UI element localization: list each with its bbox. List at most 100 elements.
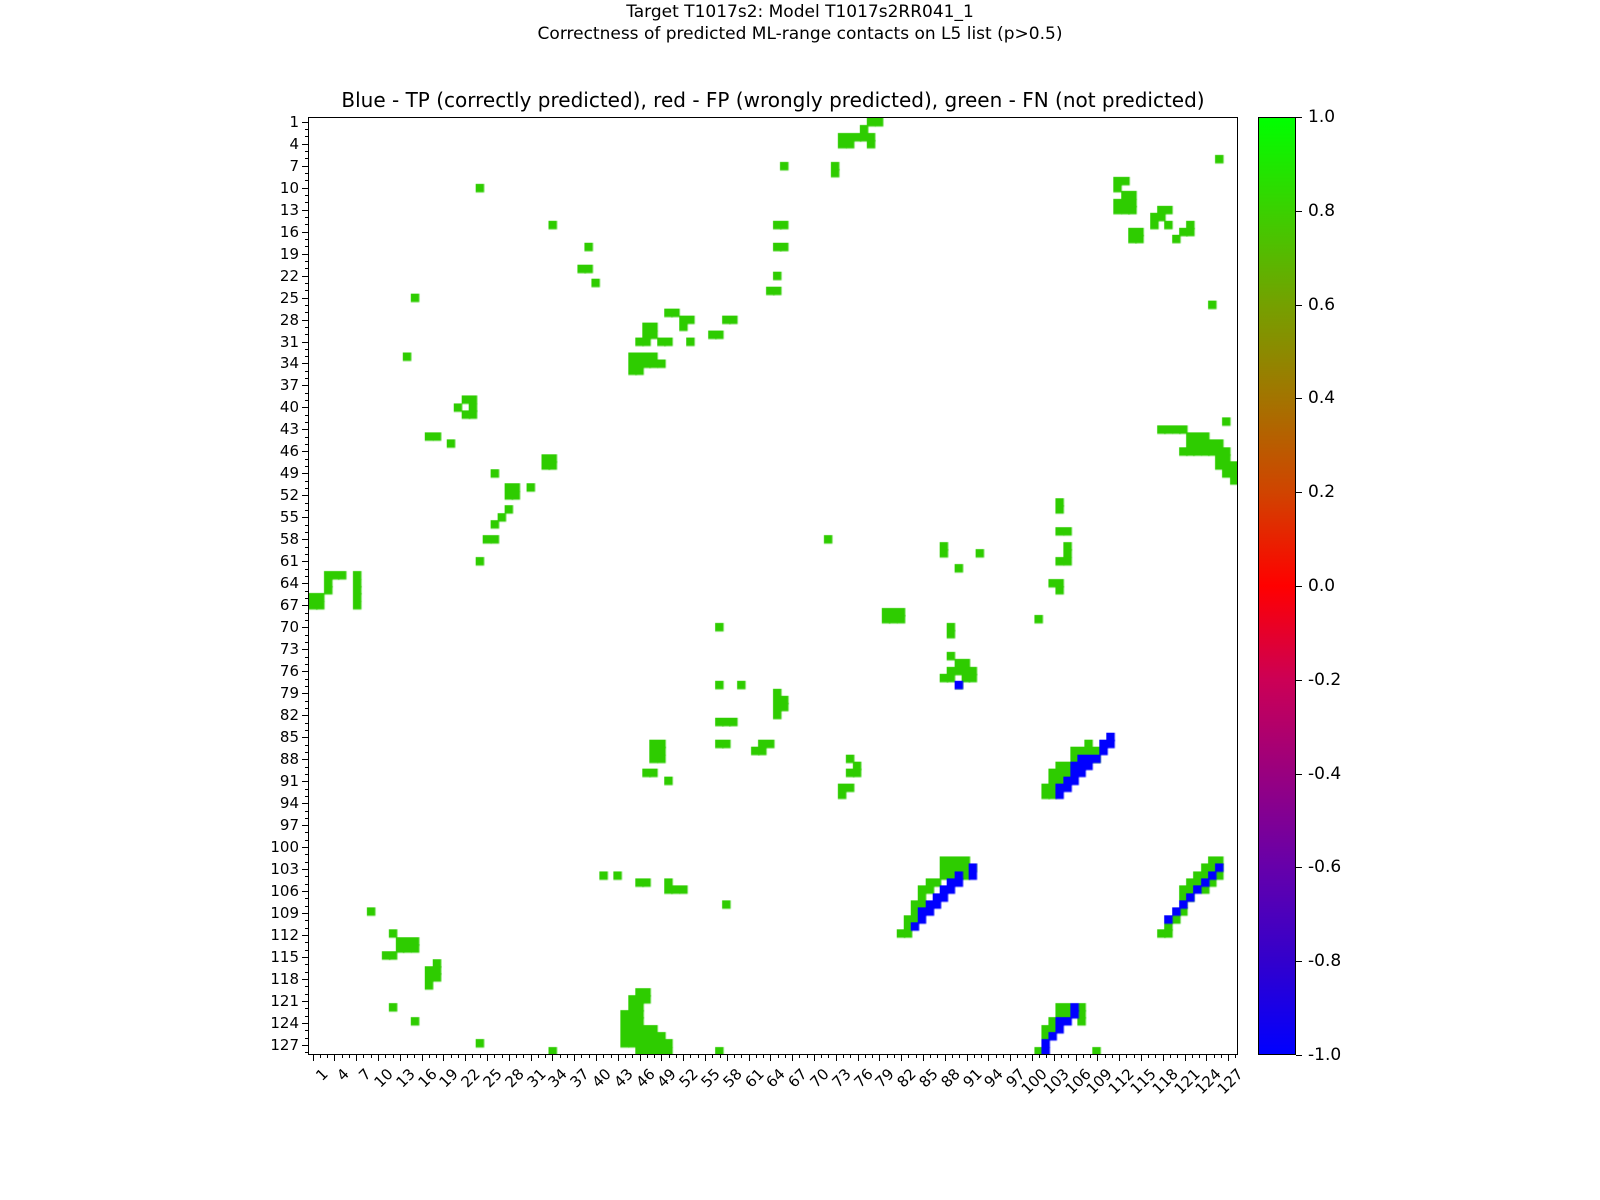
- y-tick: [302, 913, 309, 915]
- y-tick: [305, 422, 309, 424]
- x-tick: [1220, 1054, 1222, 1058]
- y-tick: [305, 861, 309, 863]
- y-tick: [302, 209, 309, 211]
- y-tick: [305, 334, 309, 336]
- x-tick: [487, 1054, 488, 1061]
- x-tick: [1177, 1054, 1179, 1058]
- y-tick: [302, 759, 309, 761]
- y-tick: [302, 583, 309, 585]
- colorbar-tick-label: 0.2: [1308, 482, 1336, 503]
- y-tick: [305, 480, 309, 482]
- x-tick: [581, 1054, 583, 1058]
- x-tick: [1228, 1054, 1230, 1061]
- suptitle-line-2: Correctness of predicted ML-range contac…: [537, 24, 1063, 44]
- y-tick-label: 115: [270, 948, 299, 967]
- y-tick: [305, 576, 309, 577]
- y-tick: [305, 744, 309, 746]
- y-tick: [302, 363, 309, 365]
- y-tick: [302, 473, 309, 475]
- x-tick: [952, 1054, 953, 1058]
- x-tick: [835, 1054, 837, 1061]
- y-tick: [305, 414, 309, 416]
- x-tick: [537, 1054, 539, 1058]
- colorbar[interactable]: 1.0 0.8 0.6 0.4 0.2 0.0 -0.2 -0.4 -0.6 -0.8 -1.0: [1258, 107, 1341, 1065]
- x-tick: [421, 1054, 423, 1061]
- x-tick: [1199, 1054, 1201, 1058]
- y-tick: [302, 187, 309, 189]
- x-tick: [857, 1054, 859, 1061]
- contact-map-axes[interactable]: 1 4 7 10 13 16 19 22 25 28 31 34 37 40 43 46 49 52 55 58 61 6…: [270, 113, 1246, 1098]
- x-tick: [850, 1054, 852, 1058]
- x-tick: [595, 1054, 597, 1061]
- y-tick-label: 46: [279, 442, 299, 461]
- y-tick: [302, 891, 309, 893]
- y-tick: [305, 136, 309, 138]
- y-tick: [305, 883, 309, 885]
- y-tick: [305, 1008, 309, 1010]
- x-tick: [530, 1054, 532, 1061]
- colorbar-tick: [1296, 961, 1302, 963]
- y-tick: [302, 495, 309, 497]
- x-tick: [1010, 1054, 1012, 1061]
- y-tick: [305, 568, 309, 570]
- y-tick: [302, 737, 309, 739]
- x-tick: [675, 1054, 677, 1058]
- y-tick: [302, 803, 309, 805]
- y-tick: [302, 979, 309, 981]
- y-tick-label: 106: [270, 882, 299, 901]
- y-tick-label: 88: [279, 750, 299, 769]
- y-tick: [305, 546, 309, 548]
- y-tick-label: 64: [279, 574, 299, 593]
- y-tick: [305, 663, 309, 665]
- y-tick-label: 4: [289, 134, 299, 153]
- x-tick: [654, 1054, 656, 1058]
- y-tick-label: 91: [279, 772, 299, 791]
- x-tick: [1104, 1054, 1106, 1058]
- y-tick: [305, 246, 309, 248]
- x-tick: [1024, 1054, 1026, 1058]
- y-tick: [305, 993, 309, 995]
- x-tick: [1082, 1054, 1084, 1058]
- y-tick-label: 103: [270, 860, 299, 879]
- y-tick: [305, 172, 309, 174]
- y-tick: [305, 729, 309, 731]
- y-tick: [302, 693, 309, 695]
- y-tick: [305, 751, 309, 753]
- contact-map-heatmap[interactable]: [309, 118, 1237, 1054]
- x-tick: [806, 1054, 808, 1058]
- y-tick-label: 43: [279, 420, 299, 439]
- colorbar-tick-label: -0.2: [1308, 669, 1342, 690]
- y-tick: [305, 949, 309, 951]
- colorbar-tick: [1296, 304, 1302, 306]
- y-tick: [305, 678, 309, 680]
- x-tick-label: 7: [355, 1065, 375, 1085]
- x-tick: [944, 1054, 946, 1061]
- x-tick: [392, 1054, 394, 1058]
- x-tick: [501, 1054, 503, 1058]
- x-tick: [516, 1054, 518, 1058]
- y-tick-label: 127: [270, 1036, 299, 1054]
- y-tick-label: 31: [279, 332, 299, 351]
- x-tick: [1039, 1054, 1041, 1058]
- y-tick: [302, 825, 309, 827]
- y-tick: [302, 231, 309, 233]
- x-tick: [988, 1054, 990, 1061]
- x-tick: [719, 1054, 721, 1058]
- x-tick: [697, 1054, 699, 1058]
- x-tick: [632, 1054, 634, 1058]
- y-tick: [305, 128, 309, 130]
- y-tick: [305, 971, 309, 973]
- y-tick: [305, 619, 309, 621]
- x-tick: [893, 1054, 895, 1058]
- colorbar-tick-label: 0.8: [1308, 200, 1336, 221]
- y-tick-label: 7: [289, 156, 299, 175]
- y-tick-label: 94: [279, 794, 299, 813]
- y-tick: [305, 634, 309, 636]
- y-tick: [305, 854, 309, 856]
- y-tick-label: 25: [279, 288, 299, 307]
- y-tick: [305, 876, 309, 878]
- x-tick: [828, 1054, 830, 1058]
- y-tick: [302, 165, 309, 167]
- x-tick: [755, 1054, 757, 1058]
